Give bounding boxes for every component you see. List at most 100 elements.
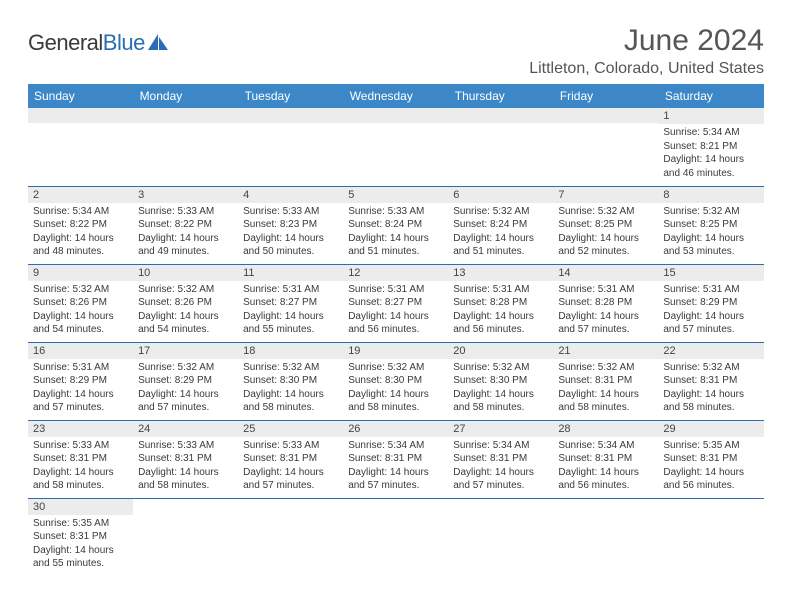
- day-number: [343, 108, 448, 123]
- day-cell-empty: [448, 498, 553, 576]
- day-line: Sunrise: 5:32 AM: [243, 361, 338, 375]
- day-body: Sunrise: 5:34 AMSunset: 8:31 PMDaylight:…: [448, 437, 553, 496]
- day-line: Daylight: 14 hours and 57 minutes.: [558, 310, 653, 337]
- day-number: 14: [553, 265, 658, 281]
- day-number: [448, 499, 553, 514]
- day-line: Sunset: 8:28 PM: [558, 296, 653, 310]
- day-line: Sunset: 8:31 PM: [33, 452, 128, 466]
- day-number: 24: [133, 421, 238, 437]
- day-line: Sunset: 8:22 PM: [33, 218, 128, 232]
- day-number: 9: [28, 265, 133, 281]
- day-body: [553, 514, 658, 519]
- day-number: 20: [448, 343, 553, 359]
- dow-cell: Wednesday: [343, 84, 448, 108]
- day-line: Sunrise: 5:31 AM: [663, 283, 758, 297]
- day-cell: 18Sunrise: 5:32 AMSunset: 8:30 PMDayligh…: [238, 342, 343, 420]
- week-row: 9Sunrise: 5:32 AMSunset: 8:26 PMDaylight…: [28, 264, 764, 342]
- day-line: Sunset: 8:30 PM: [348, 374, 443, 388]
- day-number: 21: [553, 343, 658, 359]
- day-line: Daylight: 14 hours and 57 minutes.: [138, 388, 233, 415]
- day-number: [238, 108, 343, 123]
- day-cell: 30Sunrise: 5:35 AMSunset: 8:31 PMDayligh…: [28, 498, 133, 576]
- calendar-page: GeneralBlue June 2024 Littleton, Colorad…: [0, 0, 792, 576]
- week-row: 16Sunrise: 5:31 AMSunset: 8:29 PMDayligh…: [28, 342, 764, 420]
- logo: GeneralBlue: [28, 30, 169, 56]
- day-number: [133, 108, 238, 123]
- week-row: 1Sunrise: 5:34 AMSunset: 8:21 PMDaylight…: [28, 108, 764, 186]
- day-body: Sunrise: 5:31 AMSunset: 8:28 PMDaylight:…: [553, 281, 658, 340]
- day-body: Sunrise: 5:33 AMSunset: 8:22 PMDaylight:…: [133, 203, 238, 262]
- day-line: Sunrise: 5:34 AM: [558, 439, 653, 453]
- sail-icon: [147, 33, 169, 51]
- day-body: Sunrise: 5:32 AMSunset: 8:30 PMDaylight:…: [448, 359, 553, 418]
- day-line: Sunrise: 5:32 AM: [453, 361, 548, 375]
- day-body: [343, 514, 448, 519]
- day-number: 22: [658, 343, 763, 359]
- day-number: [553, 499, 658, 514]
- day-body: Sunrise: 5:32 AMSunset: 8:26 PMDaylight:…: [133, 281, 238, 340]
- day-cell: 14Sunrise: 5:31 AMSunset: 8:28 PMDayligh…: [553, 264, 658, 342]
- day-cell-empty: [28, 108, 133, 186]
- day-line: Sunrise: 5:35 AM: [33, 517, 128, 531]
- day-line: Sunrise: 5:34 AM: [663, 126, 758, 140]
- day-body: Sunrise: 5:33 AMSunset: 8:31 PMDaylight:…: [238, 437, 343, 496]
- day-body: Sunrise: 5:32 AMSunset: 8:25 PMDaylight:…: [553, 203, 658, 262]
- day-line: Sunrise: 5:32 AM: [138, 283, 233, 297]
- day-line: Sunset: 8:25 PM: [558, 218, 653, 232]
- day-line: Sunrise: 5:34 AM: [453, 439, 548, 453]
- calendar-table: SundayMondayTuesdayWednesdayThursdayFrid…: [28, 84, 764, 576]
- day-cell: 12Sunrise: 5:31 AMSunset: 8:27 PMDayligh…: [343, 264, 448, 342]
- day-body: Sunrise: 5:31 AMSunset: 8:29 PMDaylight:…: [28, 359, 133, 418]
- day-number: 28: [553, 421, 658, 437]
- day-line: Sunset: 8:29 PM: [138, 374, 233, 388]
- day-line: Sunset: 8:26 PM: [33, 296, 128, 310]
- day-line: Daylight: 14 hours and 46 minutes.: [663, 153, 758, 180]
- day-number: 10: [133, 265, 238, 281]
- day-number: 27: [448, 421, 553, 437]
- day-body: Sunrise: 5:34 AMSunset: 8:31 PMDaylight:…: [553, 437, 658, 496]
- day-line: Sunset: 8:31 PM: [558, 374, 653, 388]
- day-cell: 23Sunrise: 5:33 AMSunset: 8:31 PMDayligh…: [28, 420, 133, 498]
- day-line: Sunset: 8:31 PM: [243, 452, 338, 466]
- day-number: 8: [658, 187, 763, 203]
- day-body: Sunrise: 5:33 AMSunset: 8:31 PMDaylight:…: [133, 437, 238, 496]
- day-line: Sunset: 8:30 PM: [243, 374, 338, 388]
- day-cell: 2Sunrise: 5:34 AMSunset: 8:22 PMDaylight…: [28, 186, 133, 264]
- day-line: Sunset: 8:27 PM: [348, 296, 443, 310]
- day-number: 2: [28, 187, 133, 203]
- day-body: Sunrise: 5:32 AMSunset: 8:30 PMDaylight:…: [343, 359, 448, 418]
- day-line: Sunrise: 5:34 AM: [348, 439, 443, 453]
- day-line: Daylight: 14 hours and 53 minutes.: [663, 232, 758, 259]
- day-line: Sunrise: 5:32 AM: [663, 361, 758, 375]
- day-cell: 17Sunrise: 5:32 AMSunset: 8:29 PMDayligh…: [133, 342, 238, 420]
- day-body: Sunrise: 5:33 AMSunset: 8:23 PMDaylight:…: [238, 203, 343, 262]
- day-number: 16: [28, 343, 133, 359]
- day-number: 25: [238, 421, 343, 437]
- day-number: 15: [658, 265, 763, 281]
- day-line: Sunrise: 5:31 AM: [453, 283, 548, 297]
- day-body: Sunrise: 5:32 AMSunset: 8:31 PMDaylight:…: [553, 359, 658, 418]
- day-line: Sunrise: 5:31 AM: [348, 283, 443, 297]
- day-line: Sunset: 8:24 PM: [348, 218, 443, 232]
- day-line: Sunset: 8:29 PM: [663, 296, 758, 310]
- week-row: 23Sunrise: 5:33 AMSunset: 8:31 PMDayligh…: [28, 420, 764, 498]
- day-cell-empty: [658, 498, 763, 576]
- day-body: [448, 514, 553, 519]
- day-body: [28, 123, 133, 128]
- day-cell: 19Sunrise: 5:32 AMSunset: 8:30 PMDayligh…: [343, 342, 448, 420]
- day-cell-empty: [553, 108, 658, 186]
- day-line: Daylight: 14 hours and 56 minutes.: [558, 466, 653, 493]
- day-line: Daylight: 14 hours and 57 minutes.: [663, 310, 758, 337]
- day-cell: 6Sunrise: 5:32 AMSunset: 8:24 PMDaylight…: [448, 186, 553, 264]
- day-body: Sunrise: 5:34 AMSunset: 8:21 PMDaylight:…: [658, 124, 763, 183]
- day-line: Daylight: 14 hours and 57 minutes.: [348, 466, 443, 493]
- day-line: Daylight: 14 hours and 58 minutes.: [663, 388, 758, 415]
- day-cell: 28Sunrise: 5:34 AMSunset: 8:31 PMDayligh…: [553, 420, 658, 498]
- day-number: 3: [133, 187, 238, 203]
- day-number: 7: [553, 187, 658, 203]
- day-line: Sunset: 8:22 PM: [138, 218, 233, 232]
- day-number: [658, 499, 763, 514]
- day-cell: 22Sunrise: 5:32 AMSunset: 8:31 PMDayligh…: [658, 342, 763, 420]
- day-number: [133, 499, 238, 514]
- day-line: Sunrise: 5:32 AM: [453, 205, 548, 219]
